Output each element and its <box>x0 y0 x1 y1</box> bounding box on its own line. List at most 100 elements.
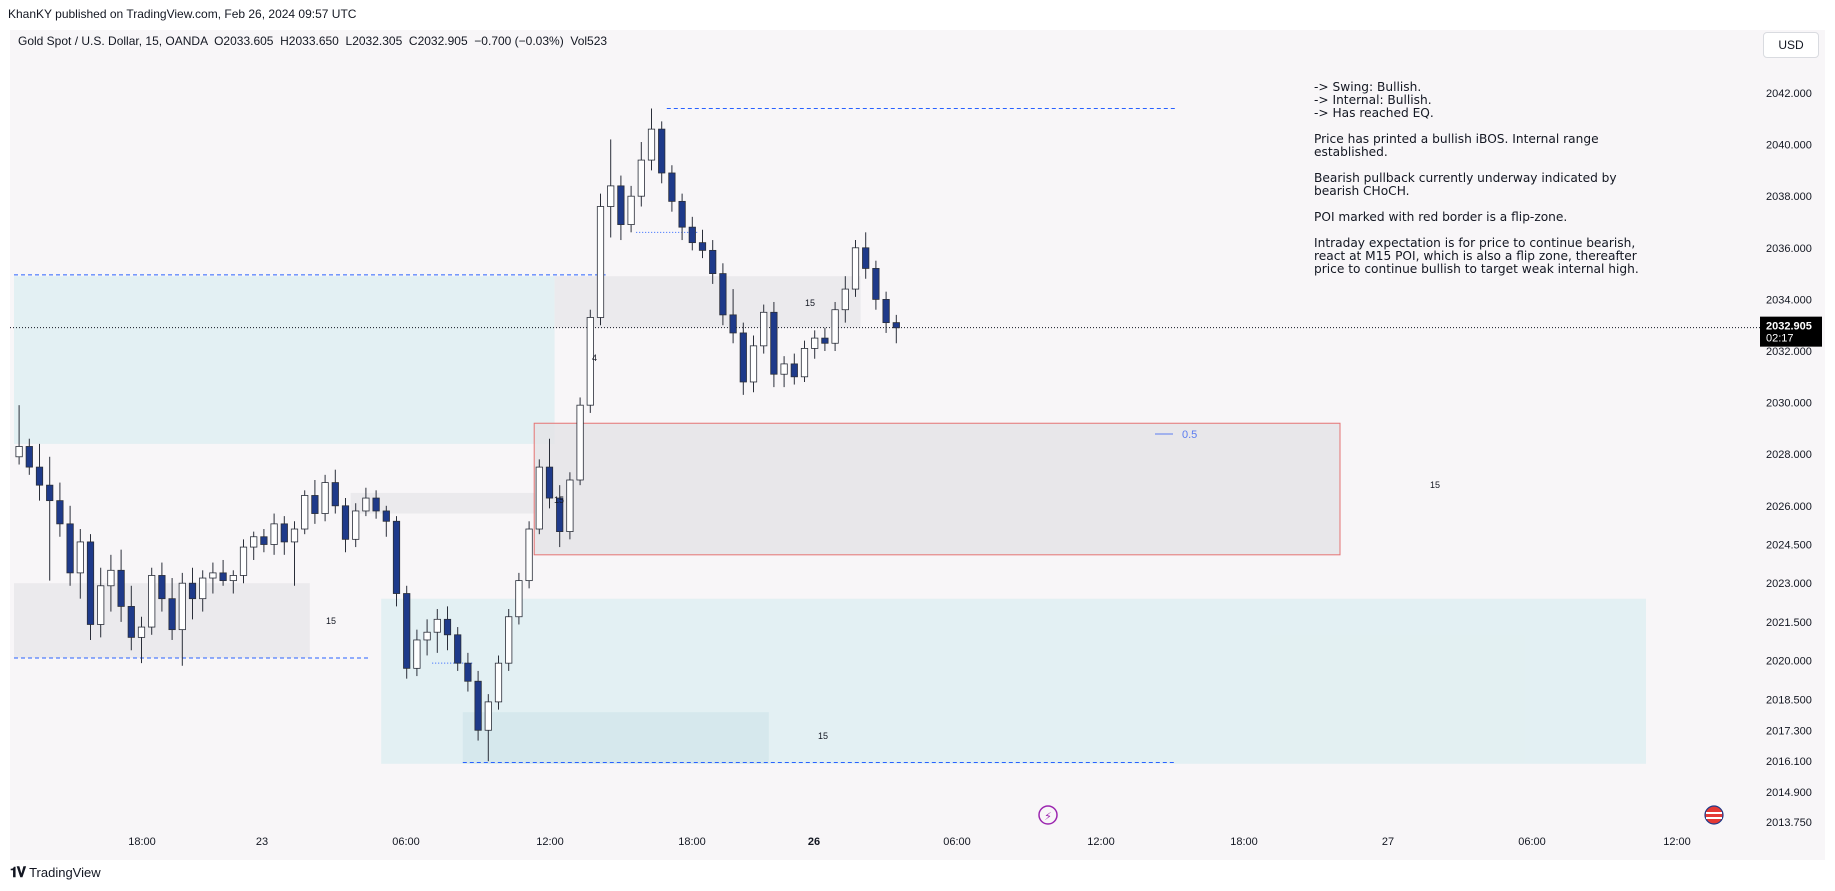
candle-bull <box>494 662 503 703</box>
candle <box>831 301 839 351</box>
candle-bear <box>117 569 125 607</box>
zone-poi-6 <box>533 422 1341 556</box>
candle-bull <box>566 479 574 532</box>
candle-bear <box>688 226 696 244</box>
candle-bear <box>729 314 737 334</box>
y-tick-label: 2024.500 <box>1766 540 1812 552</box>
candle-bull <box>352 510 360 540</box>
candle <box>229 570 237 594</box>
y-tick-label: 2030.000 <box>1766 398 1812 410</box>
candle <box>647 108 656 171</box>
candle-bull <box>831 309 839 344</box>
candle-bear <box>35 466 44 486</box>
candle <box>545 438 554 509</box>
candle-bear <box>46 484 54 502</box>
symbol-legend[interactable]: Gold Spot / U.S. Dollar, 15, OANDA O2033… <box>18 34 608 48</box>
y-tick-label: 2026.000 <box>1766 501 1812 513</box>
candle-bear <box>311 495 319 514</box>
candle-bear <box>709 249 717 275</box>
price-axis: 2042.000 2040.000 2038.000 2036.000 2034.000… <box>1760 88 1822 829</box>
candle <box>494 655 503 710</box>
candle-bull <box>423 631 431 641</box>
publish-header: KhanKY published on TradingView.com, Feb… <box>8 7 357 21</box>
candle-bear <box>280 523 288 543</box>
candle <box>790 353 798 385</box>
y-tick-label: 2014.900 <box>1766 787 1812 799</box>
y-tick-label: 2042.000 <box>1766 88 1812 100</box>
candle <box>525 521 533 589</box>
us-flag-event-icon <box>1704 805 1724 825</box>
candle <box>362 487 370 517</box>
x-tick-label: 06:00 <box>392 836 420 848</box>
candle-bull <box>97 585 105 625</box>
candle-bull <box>851 247 860 290</box>
candle-bear <box>790 363 798 378</box>
candle-bear <box>372 497 380 512</box>
candle <box>301 490 309 535</box>
candle-bull <box>841 288 849 311</box>
candle <box>596 193 605 326</box>
candle-bull <box>627 195 635 225</box>
candle <box>46 456 54 581</box>
tradingview-logo[interactable]: 𝟏𝐕 TradingView <box>10 864 101 881</box>
candle-bear <box>188 582 197 600</box>
last-price-countdown: 02:17 <box>1766 333 1794 345</box>
candle <box>464 652 472 692</box>
candle <box>454 627 462 671</box>
candle <box>311 480 319 524</box>
zone-grey-3 <box>350 492 545 514</box>
candle <box>188 567 197 620</box>
candle <box>178 572 186 666</box>
lightning-event-icon <box>1038 805 1058 825</box>
candle-bear <box>678 200 686 228</box>
candle <box>698 229 707 259</box>
candle <box>576 397 584 486</box>
x-tick-label: 18:00 <box>128 836 156 848</box>
candle <box>56 482 64 537</box>
candle <box>566 472 574 540</box>
candle <box>556 485 564 548</box>
candle <box>158 562 166 612</box>
candle <box>392 516 401 607</box>
candle-bear <box>698 242 707 251</box>
candle <box>35 443 44 501</box>
candle-bear <box>545 466 554 499</box>
candle-bear <box>158 575 166 600</box>
candle-bull <box>229 575 237 582</box>
zone-label: 15 <box>326 616 336 626</box>
candle <box>331 469 339 514</box>
candle <box>729 289 737 344</box>
currency-button[interactable]: USD <box>1763 32 1819 58</box>
candle <box>321 474 329 522</box>
candle <box>872 260 880 310</box>
candle-bear <box>474 680 482 731</box>
candle <box>199 570 207 612</box>
candle <box>423 619 431 656</box>
zones-layer <box>14 276 1647 764</box>
candle <box>821 327 829 351</box>
y-tick-label: 2018.500 <box>1766 694 1812 706</box>
candle-bear <box>56 500 64 525</box>
candle <box>882 291 890 333</box>
candle-bear <box>739 332 747 383</box>
candle-bull <box>199 577 207 600</box>
tradingview-brand: TradingView <box>29 865 101 880</box>
candle <box>15 405 23 465</box>
candle <box>433 609 441 653</box>
fib-label: 0.5 <box>1182 429 1197 441</box>
y-tick-label: 2034.000 <box>1766 294 1812 306</box>
candle <box>382 505 390 537</box>
candle <box>627 185 635 233</box>
candle <box>239 539 248 584</box>
candle <box>862 232 870 279</box>
zone-label: 15 <box>805 298 815 308</box>
candle <box>484 694 492 762</box>
zone-label: 15 <box>818 731 828 741</box>
candle <box>780 356 788 388</box>
candle-bear <box>382 510 390 522</box>
candle-bear <box>392 520 401 594</box>
y-tick-label: 2016.100 <box>1766 756 1812 768</box>
candle-bull <box>760 311 768 347</box>
candle-bear <box>331 482 339 507</box>
